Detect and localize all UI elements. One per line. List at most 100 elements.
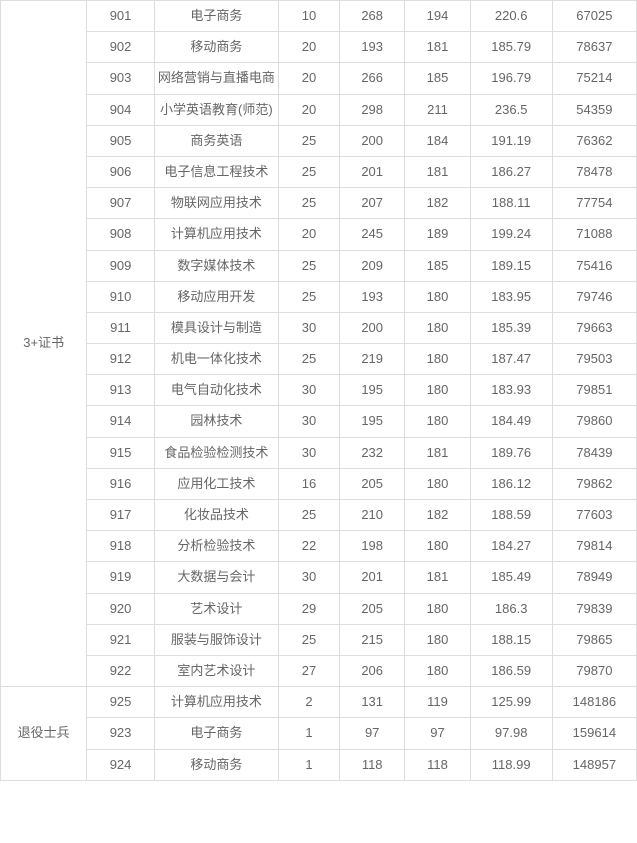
cell-name: 分析检验技术 xyxy=(154,531,278,562)
cell-c8: 79503 xyxy=(552,344,636,375)
cell-c7: 188.11 xyxy=(470,188,552,219)
cell-c6: 180 xyxy=(405,281,470,312)
cell-code: 909 xyxy=(87,250,154,281)
cell-c5: 215 xyxy=(340,624,405,655)
cell-name: 网络营销与直播电商 xyxy=(154,63,278,94)
cell-c4: 20 xyxy=(278,32,339,63)
cell-c4: 30 xyxy=(278,437,339,468)
cell-name: 移动商务 xyxy=(154,32,278,63)
cell-code: 902 xyxy=(87,32,154,63)
table-row: 913电气自动化技术30195180183.9379851 xyxy=(1,375,637,406)
cell-name: 移动商务 xyxy=(154,749,278,780)
cell-c7: 189.76 xyxy=(470,437,552,468)
cell-c7: 188.59 xyxy=(470,500,552,531)
cell-c6: 180 xyxy=(405,406,470,437)
table-row: 退役士兵925计算机应用技术2131119125.99148186 xyxy=(1,687,637,718)
cell-c4: 20 xyxy=(278,63,339,94)
table-row: 904小学英语教育(师范)20298211236.554359 xyxy=(1,94,637,125)
cell-c7: 236.5 xyxy=(470,94,552,125)
cell-c4: 25 xyxy=(278,281,339,312)
cell-c5: 245 xyxy=(340,219,405,250)
cell-code: 910 xyxy=(87,281,154,312)
cell-c8: 75214 xyxy=(552,63,636,94)
cell-c8: 79814 xyxy=(552,531,636,562)
cell-c6: 180 xyxy=(405,624,470,655)
cell-name: 小学英语教育(师范) xyxy=(154,94,278,125)
table-row: 906电子信息工程技术25201181186.2778478 xyxy=(1,156,637,187)
cell-c6: 184 xyxy=(405,125,470,156)
cell-c4: 25 xyxy=(278,188,339,219)
cell-c6: 180 xyxy=(405,468,470,499)
cell-c4: 1 xyxy=(278,718,339,749)
cell-c8: 78439 xyxy=(552,437,636,468)
table-row: 922室内艺术设计27206180186.5979870 xyxy=(1,655,637,686)
cell-c4: 1 xyxy=(278,749,339,780)
cell-c8: 54359 xyxy=(552,94,636,125)
cell-name: 移动应用开发 xyxy=(154,281,278,312)
cell-c5: 195 xyxy=(340,375,405,406)
cell-name: 服装与服饰设计 xyxy=(154,624,278,655)
cell-name: 模具设计与制造 xyxy=(154,312,278,343)
cell-c6: 181 xyxy=(405,562,470,593)
cell-code: 923 xyxy=(87,718,154,749)
cell-name: 食品检验检测技术 xyxy=(154,437,278,468)
cell-c6: 180 xyxy=(405,375,470,406)
cell-c8: 79663 xyxy=(552,312,636,343)
cell-c5: 195 xyxy=(340,406,405,437)
table-row: 921服装与服饰设计25215180188.1579865 xyxy=(1,624,637,655)
cell-c4: 25 xyxy=(278,624,339,655)
cell-c5: 193 xyxy=(340,32,405,63)
cell-c4: 2 xyxy=(278,687,339,718)
cell-c5: 232 xyxy=(340,437,405,468)
cell-code: 914 xyxy=(87,406,154,437)
cell-c7: 186.12 xyxy=(470,468,552,499)
cell-c6: 181 xyxy=(405,32,470,63)
cell-c6: 182 xyxy=(405,188,470,219)
cell-c6: 97 xyxy=(405,718,470,749)
cell-c4: 10 xyxy=(278,1,339,32)
table-row: 915食品检验检测技术30232181189.7678439 xyxy=(1,437,637,468)
cell-code: 908 xyxy=(87,219,154,250)
cell-name: 电气自动化技术 xyxy=(154,375,278,406)
cell-c8: 79865 xyxy=(552,624,636,655)
cell-c5: 209 xyxy=(340,250,405,281)
table-row: 3+证书901电子商务10268194220.667025 xyxy=(1,1,637,32)
cell-c7: 184.27 xyxy=(470,531,552,562)
cell-c5: 298 xyxy=(340,94,405,125)
cell-c5: 205 xyxy=(340,468,405,499)
cell-code: 925 xyxy=(87,687,154,718)
cell-name: 电子商务 xyxy=(154,1,278,32)
cell-name: 商务英语 xyxy=(154,125,278,156)
table-row: 918分析检验技术22198180184.2779814 xyxy=(1,531,637,562)
cell-c7: 118.99 xyxy=(470,749,552,780)
cell-c6: 119 xyxy=(405,687,470,718)
cell-name: 数字媒体技术 xyxy=(154,250,278,281)
cell-c4: 29 xyxy=(278,593,339,624)
cell-c7: 220.6 xyxy=(470,1,552,32)
cell-c6: 211 xyxy=(405,94,470,125)
cell-c5: 201 xyxy=(340,562,405,593)
cell-c7: 196.79 xyxy=(470,63,552,94)
cell-code: 919 xyxy=(87,562,154,593)
cell-c4: 30 xyxy=(278,375,339,406)
table-row: 912机电一体化技术25219180187.4779503 xyxy=(1,344,637,375)
cell-c5: 268 xyxy=(340,1,405,32)
cell-c8: 77754 xyxy=(552,188,636,219)
cell-c5: 200 xyxy=(340,312,405,343)
cell-code: 916 xyxy=(87,468,154,499)
cell-name: 艺术设计 xyxy=(154,593,278,624)
cell-code: 921 xyxy=(87,624,154,655)
cell-c8: 148186 xyxy=(552,687,636,718)
cell-code: 905 xyxy=(87,125,154,156)
table-row: 916应用化工技术16205180186.1279862 xyxy=(1,468,637,499)
table-row: 908计算机应用技术20245189199.2471088 xyxy=(1,219,637,250)
cell-c6: 182 xyxy=(405,500,470,531)
table-row: 920艺术设计29205180186.379839 xyxy=(1,593,637,624)
cell-name: 机电一体化技术 xyxy=(154,344,278,375)
cell-c6: 181 xyxy=(405,156,470,187)
cell-c5: 219 xyxy=(340,344,405,375)
cell-c4: 25 xyxy=(278,500,339,531)
cell-code: 904 xyxy=(87,94,154,125)
cell-c7: 186.3 xyxy=(470,593,552,624)
table-row: 910移动应用开发25193180183.9579746 xyxy=(1,281,637,312)
